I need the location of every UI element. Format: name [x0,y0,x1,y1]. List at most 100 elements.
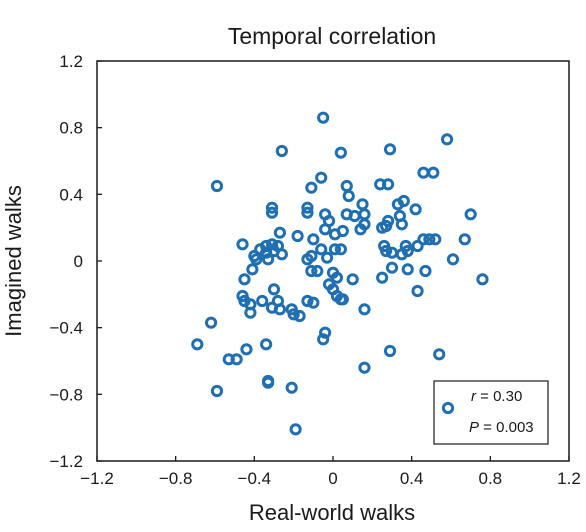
data-point [417,233,430,246]
data-point [305,249,318,263]
data-point [293,309,306,323]
data-point [291,229,304,243]
x-tick-label: −0.4 [238,469,272,488]
legend-r-annotation: r = 0.30 [471,388,522,405]
data-point [358,303,371,316]
data-point [395,218,408,231]
x-tick-label: 1.2 [557,469,581,488]
data-point [319,326,332,339]
data-point [260,338,273,351]
legend-p-annotation: P = 0.003 [469,419,534,436]
x-tick-label: −1.2 [80,469,114,488]
data-point [334,243,347,256]
x-axis-title: Real-world walks [249,500,415,525]
x-tick-label: −0.8 [159,469,193,488]
r-symbol: r [471,388,477,405]
data-point [348,209,361,223]
x-tick-label: 0 [328,469,337,488]
data-point [397,194,410,208]
y-tick-label: 0.4 [59,185,83,204]
data-point [385,261,399,274]
data-point [305,181,318,194]
data-point [433,348,446,361]
data-point [265,301,279,314]
y-tick-label: 0.8 [59,119,83,138]
data-point [342,189,355,203]
data-point [376,271,389,284]
data-point [409,203,422,216]
data-point [401,263,414,276]
data-point [289,423,302,436]
data-point [317,333,330,346]
data-point [458,233,471,246]
data-point [230,353,243,366]
data-point [311,264,324,278]
data-point [330,271,344,284]
data-point [476,273,489,286]
y-tick-label: 0 [74,252,83,271]
data-point [285,303,298,316]
y-tick-label: −0.4 [49,319,83,338]
data-point [265,201,279,214]
data-point [358,208,371,221]
data-point [334,146,347,159]
data-point [262,253,275,266]
data-point [275,248,288,261]
data-point [411,284,424,298]
data-point [417,166,430,179]
data-point [381,178,395,191]
data-point [346,273,359,286]
data-point [246,263,259,276]
data-point [376,221,389,234]
legend-frame [433,380,549,445]
data-point [301,201,314,214]
data-point [423,233,436,246]
data-point [305,264,318,278]
data-point [319,223,332,236]
data-point [315,243,328,256]
data-point [256,294,269,308]
data-point [210,179,224,193]
p-symbol: P [469,419,479,436]
data-point [275,144,288,158]
legend-marker [441,401,455,415]
data-point [301,206,314,219]
data-point [285,381,298,394]
data-point [265,206,279,219]
data-point [427,166,440,179]
data-point [429,233,442,246]
legend-box: r = 0.30 P = 0.003 [433,380,549,445]
data-point [301,294,314,308]
y-tick-label: 1.2 [59,52,83,71]
r-value: = 0.30 [476,388,522,405]
y-axis-title: Imagined walks [1,185,26,337]
data-point [358,361,371,374]
data-point [440,133,454,146]
data-point [411,239,424,253]
data-point [267,283,281,296]
data-point [464,208,477,221]
data-point [340,179,353,193]
data-point [336,293,349,306]
data-point [262,376,275,389]
data-point [383,344,397,358]
data-point [317,111,330,124]
data-point [354,223,367,236]
axis-ticks: −1.2 −0.8 −0.4 0 0.4 0.8 1.2 −1.2 −0.8 −0.4 0 0.4 0.… [49,52,580,488]
data-point [328,228,342,241]
p-value: = 0.003 [479,419,534,436]
data-point [273,226,286,239]
data-point [238,273,251,286]
data-points [191,111,489,436]
data-point [419,264,432,278]
data-point [307,296,320,309]
data-point [383,143,397,156]
data-point [191,338,204,351]
data-point [315,171,328,184]
data-point [204,316,218,329]
data-point [244,306,257,319]
y-tick-label: −0.8 [49,385,83,404]
data-point [321,251,334,264]
data-point [250,253,263,266]
data-point [385,246,399,259]
